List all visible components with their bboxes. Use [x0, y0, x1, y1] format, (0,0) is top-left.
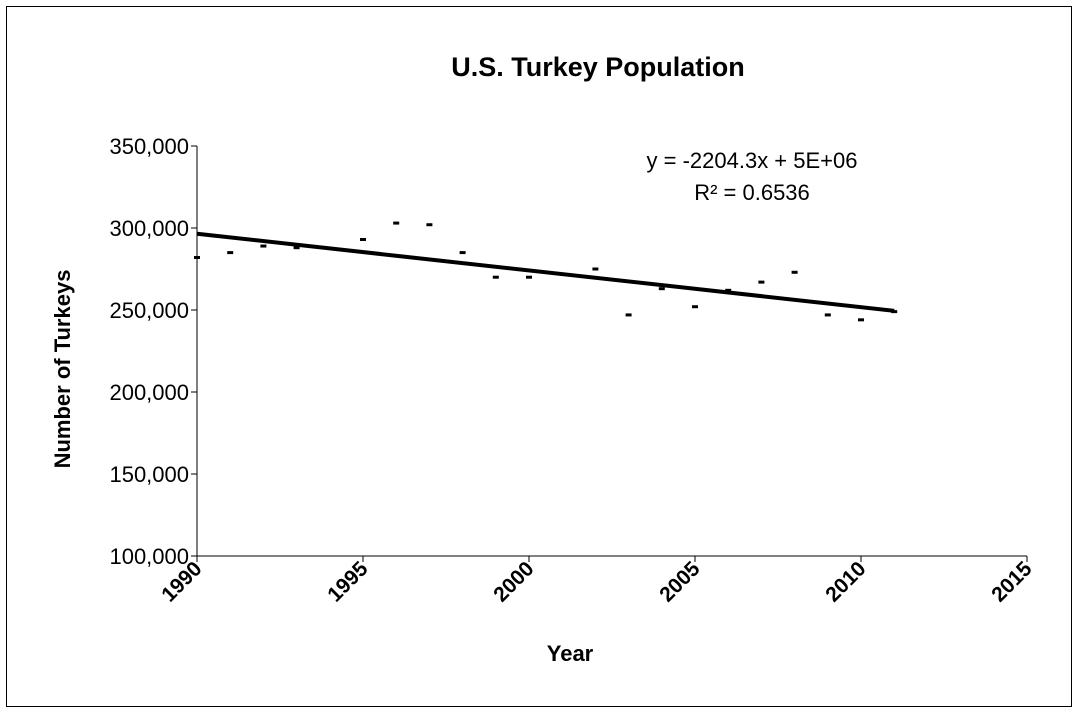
chart-frame — [6, 6, 1072, 707]
y-tick-label: 250,000 — [109, 298, 189, 323]
y-ticks: 100,000 150,000 200,000 250,000 300,000 350,0… — [109, 134, 197, 569]
data-point — [459, 251, 466, 255]
x-tick-label: 2000 — [489, 557, 538, 606]
y-tick-label: 300,000 — [109, 216, 189, 241]
data-point — [260, 244, 267, 248]
data-points — [194, 221, 898, 322]
trendline-r-squared: R² = 0.6536 — [694, 180, 810, 205]
data-point — [891, 310, 898, 314]
x-tick-label: 2015 — [987, 557, 1037, 607]
data-point — [426, 223, 433, 227]
data-point — [492, 275, 499, 279]
x-axis-label: Year — [547, 641, 594, 666]
x-tick-label: 1995 — [323, 557, 373, 607]
data-point — [592, 267, 599, 271]
data-point — [658, 287, 665, 291]
data-point — [824, 313, 831, 317]
x-tick-label: 2005 — [655, 557, 705, 607]
y-tick-label: 200,000 — [109, 380, 189, 405]
x-tick-label: 2010 — [821, 557, 870, 606]
data-point — [625, 313, 632, 317]
data-point — [725, 288, 732, 292]
data-point — [360, 237, 366, 241]
y-tick-label: 350,000 — [109, 134, 189, 159]
data-point — [692, 305, 698, 309]
trendline-equation: y = -2204.3x + 5E+06 — [647, 148, 858, 173]
data-point — [293, 246, 300, 250]
data-point — [526, 275, 532, 279]
y-axis-label: Number of Turkeys — [50, 270, 75, 469]
data-point — [194, 256, 200, 260]
x-ticks: 1990 1995 2000 2005 2010 2015 — [157, 556, 1037, 607]
data-point — [791, 270, 798, 274]
y-tick-label: 100,000 — [109, 544, 189, 569]
data-point — [227, 251, 234, 255]
data-point — [758, 280, 765, 284]
y-tick-label: 150,000 — [109, 462, 189, 487]
chart-title: U.S. Turkey Population — [451, 52, 745, 82]
trendline — [196, 231, 895, 313]
data-point — [858, 318, 864, 322]
data-point — [393, 221, 400, 225]
